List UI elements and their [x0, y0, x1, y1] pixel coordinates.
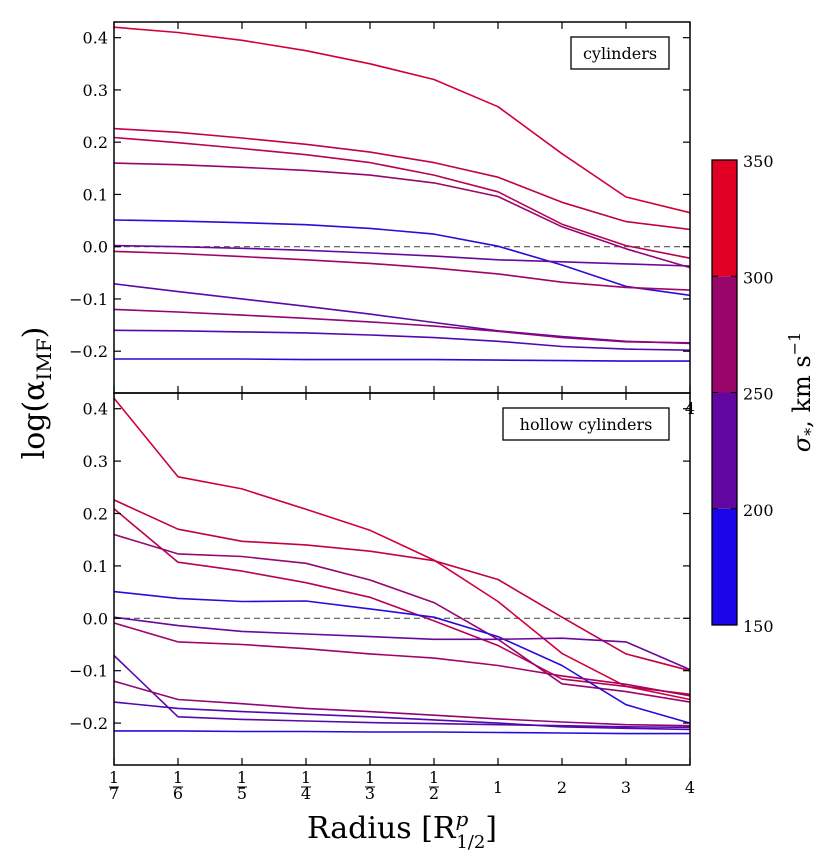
series-line-top-sigma-310 — [113, 136, 691, 259]
x-tick-label-1: 16 — [173, 768, 183, 803]
series-line-bottom-sigma-285 — [113, 622, 691, 697]
series-line-bottom-sigma-275 — [113, 533, 691, 703]
legend-box-top: cylinders — [570, 36, 670, 70]
colorbar: 150 200 250 300 350 σ*, km s−1 — [711, 152, 820, 636]
series-line-bottom-sigma-215 — [113, 654, 691, 729]
stray-tick-label: 4 — [685, 399, 695, 418]
y-tick-label-bottom-1: −0.1 — [69, 662, 108, 681]
svg-text:6: 6 — [173, 784, 183, 803]
legend-frame-bottom — [502, 407, 670, 441]
x-tick-label-3: 14 — [301, 768, 311, 803]
series-line-top-sigma-230 — [113, 244, 691, 267]
series-line-bottom-sigma-230 — [113, 616, 691, 671]
y-tick-label-top-1: −0.1 — [69, 290, 108, 309]
svg-text:2: 2 — [557, 778, 567, 797]
svg-text:1: 1 — [429, 768, 439, 787]
legend-frame-top — [570, 36, 670, 70]
series-line-top-sigma-160 — [114, 358, 690, 362]
y-axis-title: log(αIMF) — [17, 327, 56, 460]
colorbar-tick-label-4: 350 — [743, 152, 774, 171]
colorbar-tick-label-2: 250 — [743, 385, 774, 404]
series-line-bottom-sigma-270 — [113, 680, 691, 727]
x-tick-label-8: 3 — [621, 778, 631, 797]
series-line-top-sigma-285 — [113, 250, 691, 291]
top-panel-frame — [113, 21, 691, 394]
svg-text:1: 1 — [301, 768, 311, 787]
y-tick-label-top-2: 0.0 — [83, 238, 108, 257]
x-tick-label-0: 17 — [109, 768, 119, 803]
series-line-bottom-sigma-165 — [113, 590, 691, 724]
svg-text:3: 3 — [365, 784, 375, 803]
svg-text:1: 1 — [109, 768, 119, 787]
svg-text:7: 7 — [109, 784, 119, 803]
colorbar-segment-0 — [712, 508, 737, 625]
bottom-panel-frame — [113, 392, 691, 766]
svg-text:4: 4 — [301, 784, 311, 803]
y-tick-label-top-3: 0.1 — [83, 185, 108, 204]
x-tick-label-7: 2 — [557, 778, 567, 797]
series-line-bottom-sigma-160 — [114, 730, 690, 735]
y-tick-label-top-0: −0.2 — [69, 342, 108, 361]
series-line-top-sigma-320 — [113, 127, 691, 231]
series-line-bottom-sigma-310 — [113, 508, 691, 696]
svg-text:5: 5 — [237, 784, 247, 803]
colorbar-tick-label-0: 150 — [743, 617, 774, 636]
colorbar-segment-1 — [712, 392, 737, 509]
x-axis-title: Radius [Rp 1/2] — [307, 807, 497, 853]
y-tick-label-bottom-4: 0.2 — [83, 505, 108, 524]
x-tick-label-6: 1 — [493, 778, 503, 797]
y-tick-label-bottom-6: 0.4 — [83, 400, 108, 419]
y-tick-label-top-5: 0.3 — [83, 81, 108, 100]
colorbar-title: σ*, km s−1 — [785, 332, 820, 453]
svg-text:1: 1 — [493, 778, 503, 797]
series-line-top-sigma-335 — [113, 26, 691, 214]
x-tick-label-5: 12 — [429, 768, 439, 803]
y-tick-label-bottom-3: 0.1 — [83, 557, 108, 576]
series-line-bottom-sigma-320 — [113, 499, 691, 672]
series-line-bottom-sigma-205 — [113, 701, 691, 731]
svg-text:4: 4 — [685, 778, 695, 797]
y-tick-label-bottom-2: 0.0 — [83, 609, 108, 628]
y-tick-label-top-4: 0.2 — [83, 133, 108, 152]
series-line-bottom-sigma-335 — [113, 397, 691, 701]
svg-text:1: 1 — [173, 768, 183, 787]
series-line-top-sigma-165 — [113, 219, 691, 297]
colorbar-tick-label-1: 200 — [743, 501, 774, 520]
legend-label-bottom: hollow cylinders — [520, 415, 653, 434]
y-tick-label-bottom-0: −0.2 — [69, 714, 108, 733]
svg-text:1: 1 — [237, 768, 247, 787]
colorbar-segment-3 — [712, 160, 737, 277]
svg-text:3: 3 — [621, 778, 631, 797]
top-panel: −0.2 −0.1 0.0 0.1 0.2 0.3 0.4 cylinders — [69, 21, 691, 394]
legend-label-top: cylinders — [583, 44, 657, 63]
x-tick-label-4: 13 — [365, 768, 375, 803]
svg-text:1: 1 — [365, 768, 375, 787]
colorbar-tick-label-3: 300 — [743, 268, 774, 287]
x-tick-label-9: 4 — [685, 778, 695, 797]
svg-text:2: 2 — [429, 784, 439, 803]
colorbar-segment-2 — [712, 276, 737, 393]
series-line-top-sigma-275 — [113, 162, 691, 269]
x-tick-label-2: 15 — [237, 768, 247, 803]
y-tick-label-top-6: 0.4 — [83, 29, 108, 48]
series-line-top-sigma-270 — [113, 308, 691, 344]
y-tick-label-bottom-5: 0.3 — [83, 452, 108, 471]
legend-box-bottom: hollow cylinders — [502, 407, 670, 441]
series-line-top-sigma-205 — [113, 329, 691, 351]
